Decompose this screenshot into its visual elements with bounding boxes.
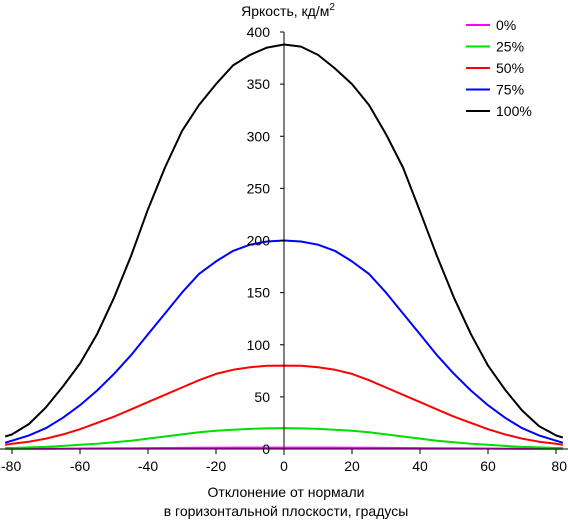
y-tick-label: 400 — [247, 24, 271, 40]
legend-label: 100% — [496, 103, 532, 119]
legend-label: 0% — [496, 17, 516, 33]
x-ticks: -80 -60 -40 -20 0 20 40 60 80 — [1, 449, 567, 474]
x-tick-label: 0 — [280, 458, 288, 474]
x-tick-label: 20 — [344, 458, 360, 474]
y-tick-label: 350 — [247, 76, 271, 92]
x-tick-label: -60 — [70, 458, 90, 474]
x-tick-label: 60 — [480, 458, 496, 474]
y-axis-title: Яркость, кд/м2 — [241, 2, 335, 19]
x-axis-title-line2: в горизонтальной плоскости, градусы — [164, 503, 409, 519]
axes — [0, 32, 568, 455]
legend: 0% 25% 50% 75% 100% — [466, 17, 532, 119]
y-tick-label: 100 — [247, 337, 271, 353]
y-tick-label: 150 — [247, 285, 271, 301]
x-tick-label: 80 — [551, 458, 567, 474]
y-tick-label: 300 — [247, 128, 271, 144]
legend-label: 75% — [496, 82, 524, 98]
y-tick-label: 50 — [254, 389, 270, 405]
x-tick-label: 40 — [412, 458, 428, 474]
y-tick-label: 250 — [247, 180, 271, 196]
x-tick-label: -80 — [1, 458, 21, 474]
x-tick-label: -40 — [138, 458, 158, 474]
legend-label: 50% — [496, 60, 524, 76]
y-tick-label: 200 — [247, 233, 271, 249]
x-axis-title-line1: Отклонение от нормали — [208, 484, 365, 500]
x-tick-label: -20 — [206, 458, 226, 474]
y-tick-label: 0 — [262, 441, 270, 457]
y-ticks: 0 50 100 150 200 250 300 350 400 — [247, 24, 284, 457]
legend-label: 25% — [496, 39, 524, 55]
